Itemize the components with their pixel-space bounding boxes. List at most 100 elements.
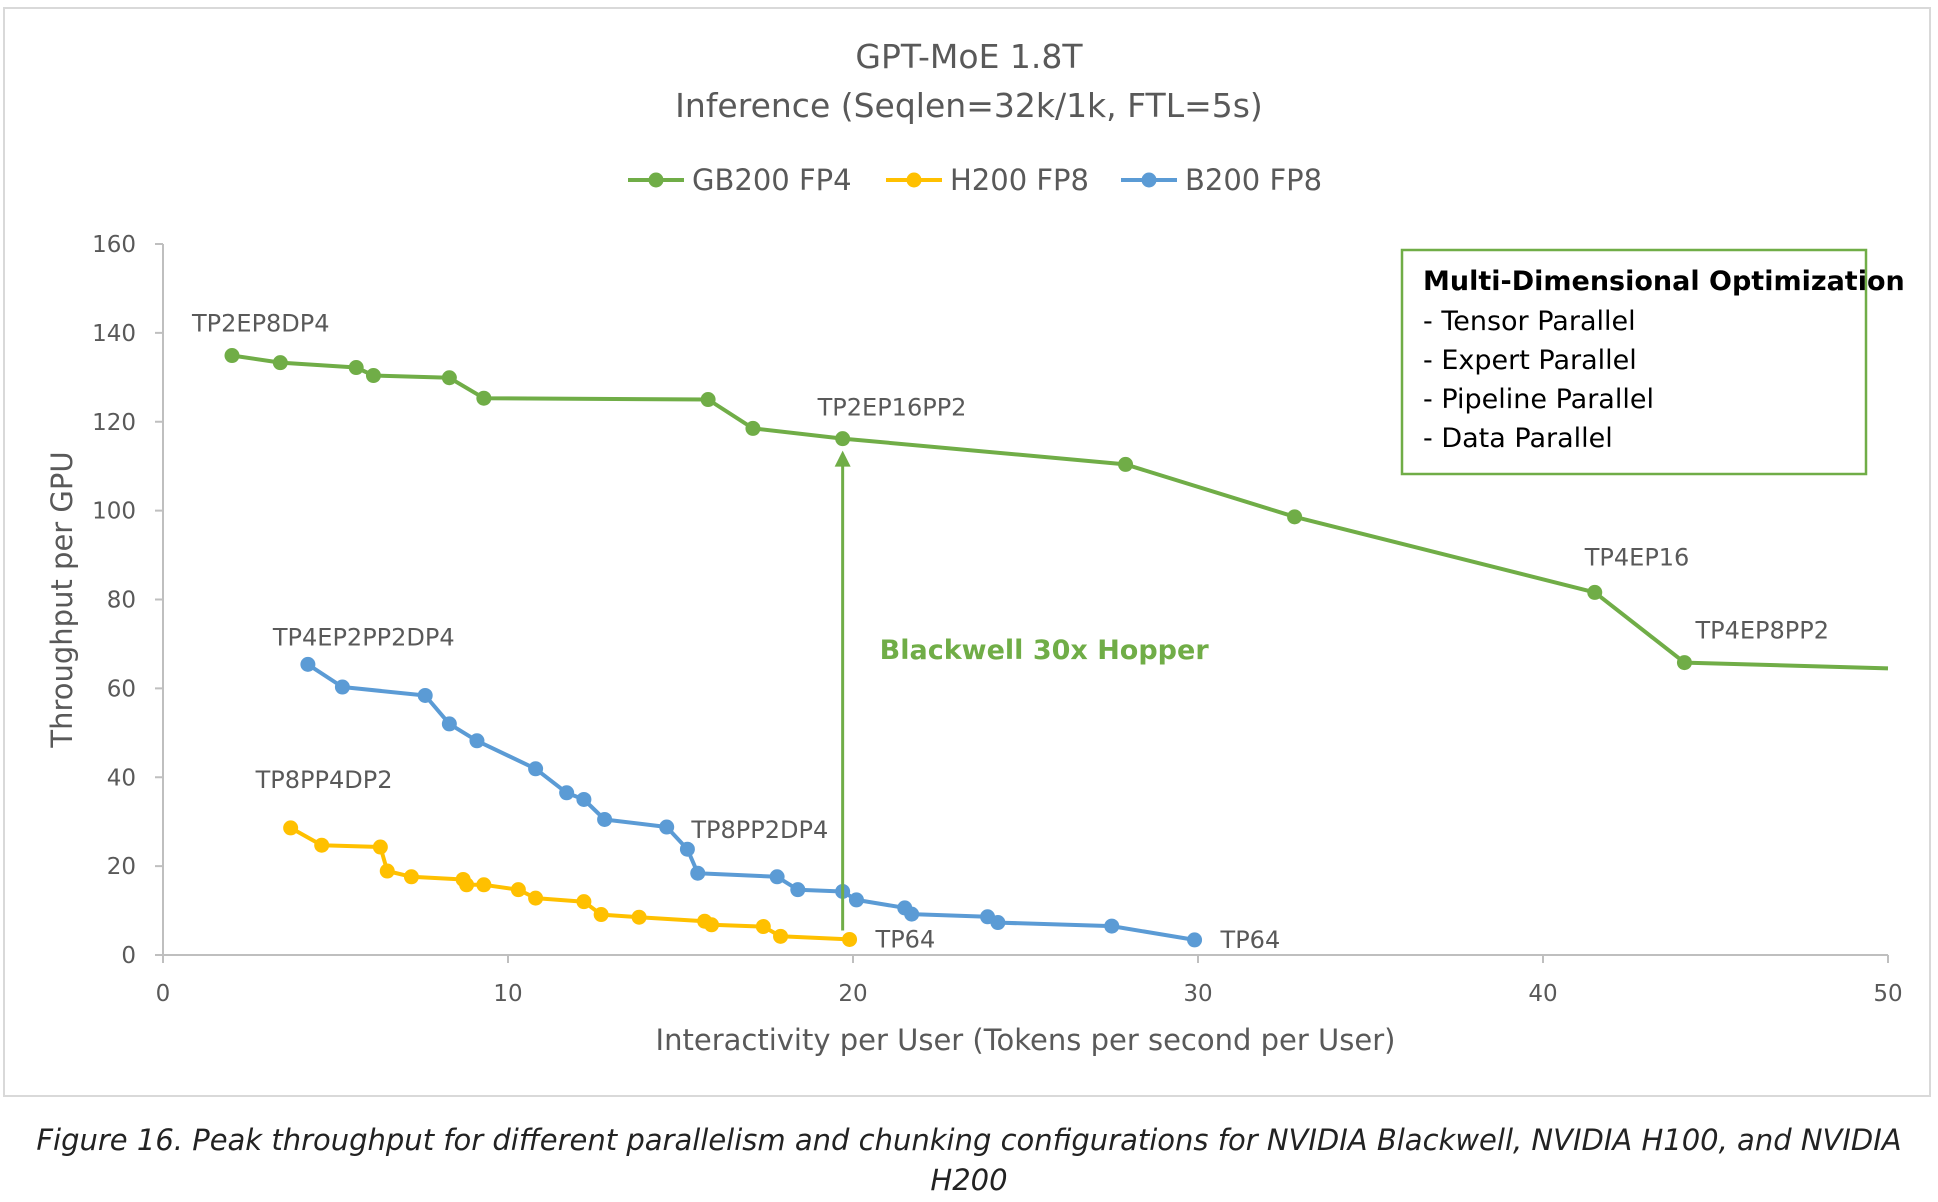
- data-point: [576, 791, 592, 807]
- legend: GB200 FP4 H200 FP8 B200 FP8: [628, 163, 1322, 197]
- chart-subtitle: Inference (Seqlen=32k/1k, FTL=5s): [675, 86, 1263, 125]
- chart-title: GPT-MoE 1.8T: [855, 37, 1083, 76]
- data-point: [1587, 584, 1603, 600]
- data-point: [528, 890, 544, 906]
- figure-caption: Figure 16. Peak throughput for different…: [36, 1123, 1902, 1197]
- optimization-item-2: - Pipeline Parallel: [1423, 384, 1654, 415]
- data-point: [528, 761, 544, 777]
- series-layer: [224, 348, 1889, 948]
- legend-marker: [906, 172, 922, 188]
- data-point: [283, 820, 299, 836]
- data-point: [510, 882, 526, 898]
- series-gb200-fp4: [224, 348, 1889, 671]
- y-tick-label: 120: [92, 410, 136, 436]
- data-point: [576, 894, 592, 910]
- y-tick-label: 80: [107, 588, 136, 614]
- arrow-label: Blackwell 30x Hopper: [880, 635, 1210, 666]
- data-point: [300, 656, 316, 672]
- data-point: [403, 869, 419, 885]
- point-label: TP4EP16: [1584, 543, 1690, 571]
- point-labels: TP2EP8DP4 TP2EP16PP2 TP4EP16 TP4EP8PP2 TP4EP…: [191, 310, 1829, 954]
- data-point: [848, 892, 864, 908]
- data-point: [1187, 932, 1203, 948]
- y-tick-label: 40: [107, 765, 136, 791]
- data-point: [314, 837, 330, 853]
- point-label: TP64: [875, 925, 936, 953]
- optimization-box: Multi-Dimensional Optimization - Tensor …: [1400, 248, 1905, 476]
- data-point: [372, 839, 388, 855]
- point-label: TP4EP2PP2DP4: [272, 623, 455, 651]
- data-point: [773, 928, 789, 944]
- point-label: TP64: [1220, 926, 1281, 954]
- data-point: [755, 919, 771, 935]
- optimization-item-1: - Expert Parallel: [1423, 345, 1637, 376]
- y-tick-label: 0: [121, 943, 136, 969]
- series-h200-fp8: [283, 820, 858, 947]
- legend-entry: B200 FP8: [1185, 163, 1322, 197]
- x-tick-label: 0: [156, 981, 171, 1007]
- data-point: [700, 392, 716, 408]
- x-tick-label: 10: [493, 981, 522, 1007]
- data-point: [441, 716, 457, 732]
- y-axis-label: Throughput per GPU: [45, 451, 79, 748]
- x-axis-label: Interactivity per User (Tokens per secon…: [656, 1023, 1396, 1057]
- data-point: [417, 687, 433, 703]
- legend-marker: [648, 172, 664, 188]
- y-tick-label: 140: [92, 321, 136, 347]
- optimization-item-3: - Data Parallel: [1423, 423, 1613, 454]
- x-tick-label: 30: [1183, 981, 1212, 1007]
- data-point: [379, 863, 395, 879]
- data-point: [1104, 918, 1120, 934]
- point-label: TP8PP2DP4: [690, 816, 828, 844]
- y-tick-label: 60: [107, 676, 136, 702]
- data-point: [469, 733, 485, 749]
- data-point: [659, 819, 675, 835]
- legend-entry: H200 FP8: [950, 163, 1089, 197]
- y-tick-label: 100: [92, 499, 136, 525]
- optimization-box-border: [1400, 248, 1868, 476]
- data-point: [745, 420, 761, 436]
- data-point: [476, 877, 492, 893]
- legend-marker: [1141, 172, 1157, 188]
- optimization-item-0: - Tensor Parallel: [1423, 306, 1636, 337]
- data-point: [593, 907, 609, 923]
- data-point: [597, 811, 613, 827]
- y-tick-label: 20: [107, 854, 136, 880]
- point-label: TP2EP8DP4: [191, 310, 330, 338]
- series-line-b200-fp8: [306, 662, 1195, 942]
- point-label: TP4EP8PP2: [1694, 617, 1829, 645]
- data-point: [1676, 655, 1692, 671]
- data-point: [1118, 456, 1134, 472]
- data-point: [476, 390, 492, 406]
- data-point: [704, 917, 720, 933]
- point-label: TP2EP16PP2: [817, 394, 967, 422]
- data-point: [690, 865, 706, 881]
- data-point: [559, 785, 575, 801]
- data-point: [990, 915, 1006, 931]
- data-point: [631, 909, 647, 925]
- y-tick-label: 160: [92, 232, 136, 258]
- annotation-arrow: Blackwell 30x Hopper: [834, 450, 1210, 931]
- data-point: [459, 877, 475, 893]
- chart: GPT-MoE 1.8T Inference (Seqlen=32k/1k, F…: [3, 7, 1931, 1097]
- point-label: TP8PP4DP2: [255, 766, 393, 794]
- data-point: [679, 841, 695, 857]
- data-point: [272, 355, 288, 371]
- x-tick-label: 40: [1528, 981, 1557, 1007]
- legend-entry: GB200 FP4: [692, 163, 852, 197]
- data-point: [769, 869, 785, 885]
- data-point: [904, 906, 920, 922]
- optimization-box-title: Multi-Dimensional Optimization: [1423, 266, 1905, 297]
- data-point: [1287, 509, 1303, 525]
- data-point: [348, 360, 364, 376]
- data-point: [365, 368, 381, 384]
- series-b200-fp8: [300, 656, 1203, 948]
- data-point: [842, 931, 858, 947]
- data-point: [224, 348, 240, 364]
- x-tick-label: 20: [838, 981, 867, 1007]
- x-tick-label: 50: [1873, 981, 1902, 1007]
- axes: 0 10 20 30 40 50 0 20 40 60 80 100 120 140 160 Interact…: [45, 232, 1903, 1057]
- arrow-head: [834, 450, 851, 467]
- data-point: [790, 882, 806, 898]
